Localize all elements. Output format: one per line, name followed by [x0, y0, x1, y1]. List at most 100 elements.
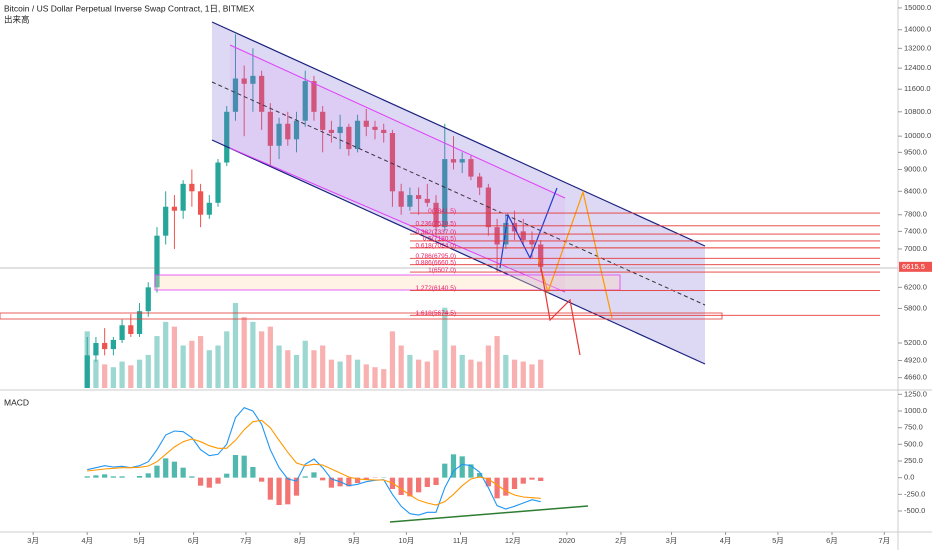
macd-histogram — [293, 477, 300, 496]
macd-histogram — [433, 477, 439, 485]
volume-bar — [442, 307, 448, 388]
candle-body — [328, 129, 335, 134]
candle-body — [433, 202, 439, 228]
volume-bar — [494, 336, 500, 388]
volume-bar — [145, 354, 151, 388]
macd-histogram — [197, 477, 204, 486]
y-tick-label: 7800.0 — [904, 210, 927, 219]
candle-body — [415, 195, 422, 199]
candle-body — [136, 311, 143, 334]
x-tick-label: 8月 — [294, 536, 306, 545]
fib-label: 0(7841.5) — [428, 208, 456, 215]
candle-body — [398, 191, 404, 207]
macd-histogram — [311, 472, 317, 478]
macd-title: MACD — [4, 397, 29, 407]
volume-bar — [520, 361, 526, 388]
fib-label: 0.5(7180.5) — [423, 236, 456, 243]
candle-body — [206, 202, 212, 215]
volume-bar — [468, 359, 474, 388]
candle-body — [354, 120, 361, 150]
macd-histogram — [180, 467, 186, 478]
macd-y-tick-label: 0.0 — [904, 473, 914, 482]
macd-histogram — [145, 473, 151, 478]
volume-bar — [110, 367, 116, 388]
volume-bar — [250, 321, 256, 388]
volume-bar — [93, 359, 99, 388]
projection-red — [539, 261, 581, 356]
macd-histogram — [154, 465, 160, 478]
candle-body — [180, 183, 186, 211]
candle-body — [171, 206, 178, 211]
macd-pane — [84, 407, 544, 516]
last-price-label: 6615.5 — [902, 262, 925, 271]
candle-body — [363, 120, 369, 127]
fib-label: 1.618(5674.5) — [416, 310, 456, 317]
y-tick-label: 6200.0 — [904, 282, 927, 291]
y-tick-label: 8400.0 — [904, 186, 927, 195]
y-tick-label: 10000.0 — [904, 131, 931, 140]
volume-bar — [154, 336, 160, 388]
x-tick-label: 4月 — [81, 536, 93, 545]
volume-bar — [276, 345, 282, 388]
volume-bar — [503, 354, 509, 388]
volume-bar — [241, 317, 247, 388]
candle-body — [477, 176, 483, 188]
volume-bar — [372, 367, 378, 388]
y-tick-label: 5200.0 — [904, 338, 927, 347]
macd-y-tick-label: -500.0 — [904, 506, 925, 515]
macd-histogram — [189, 476, 195, 478]
volume-bar — [163, 321, 169, 388]
volume-bar — [424, 361, 430, 388]
candle-body — [442, 159, 448, 228]
candle-body — [110, 339, 116, 350]
volume-bar — [102, 364, 108, 388]
volume-bar — [285, 350, 291, 388]
fib-label: 0.786(6795.0) — [416, 253, 456, 260]
volume-bar — [293, 354, 300, 388]
volume-bar — [415, 359, 422, 388]
fib-label: 1.272(6140.5) — [416, 285, 456, 292]
volume-bar — [232, 303, 239, 388]
macd-histogram — [320, 477, 326, 481]
x-tick-label: 7月 — [240, 536, 252, 545]
macd-histogram — [171, 461, 178, 478]
macd-histogram — [520, 477, 526, 484]
volume-bar — [311, 350, 317, 388]
x-tick-label: 12月 — [505, 536, 521, 545]
macd-line — [87, 407, 541, 516]
candle-body — [337, 126, 343, 134]
zone-box — [154, 274, 621, 291]
macd-histogram — [529, 477, 535, 480]
macd-histogram — [468, 464, 474, 478]
macd-histogram — [494, 477, 500, 499]
macd-histogram — [84, 476, 90, 478]
volume-bar — [180, 345, 186, 388]
x-tick-label: 7月 — [878, 536, 890, 545]
macd-histogram — [232, 455, 239, 478]
macd-histogram — [328, 477, 335, 488]
volume-bar — [189, 340, 195, 388]
candle-body — [450, 159, 457, 163]
candle-body — [215, 162, 221, 203]
macd-y-tick-label: 500.0 — [904, 439, 923, 448]
volume-bar — [477, 361, 483, 388]
volume-bar — [433, 350, 439, 388]
volume-bar — [119, 361, 125, 388]
macd-histogram — [110, 476, 116, 478]
candle-body — [224, 111, 230, 163]
axes: 15000.0 14000.0 13200.0 12400.0 11600.0 10800… — [27, 3, 932, 545]
candle-body — [241, 78, 247, 84]
volume-bar — [337, 361, 343, 388]
candle-body — [302, 81, 308, 121]
candle-body — [189, 183, 195, 192]
macd-y-tick-label: -250.0 — [904, 489, 925, 498]
volume-bar — [354, 359, 361, 388]
volume-bar — [171, 326, 178, 388]
volume-bar — [224, 331, 230, 388]
volume-bar — [259, 331, 265, 388]
macd-histogram — [485, 477, 491, 487]
x-tick-label: 11月 — [453, 536, 468, 545]
fib-label: 1(6507.0) — [428, 267, 456, 274]
chart-title: Bitcoin / US Dollar Perpetual Inverse Sw… — [4, 3, 255, 13]
